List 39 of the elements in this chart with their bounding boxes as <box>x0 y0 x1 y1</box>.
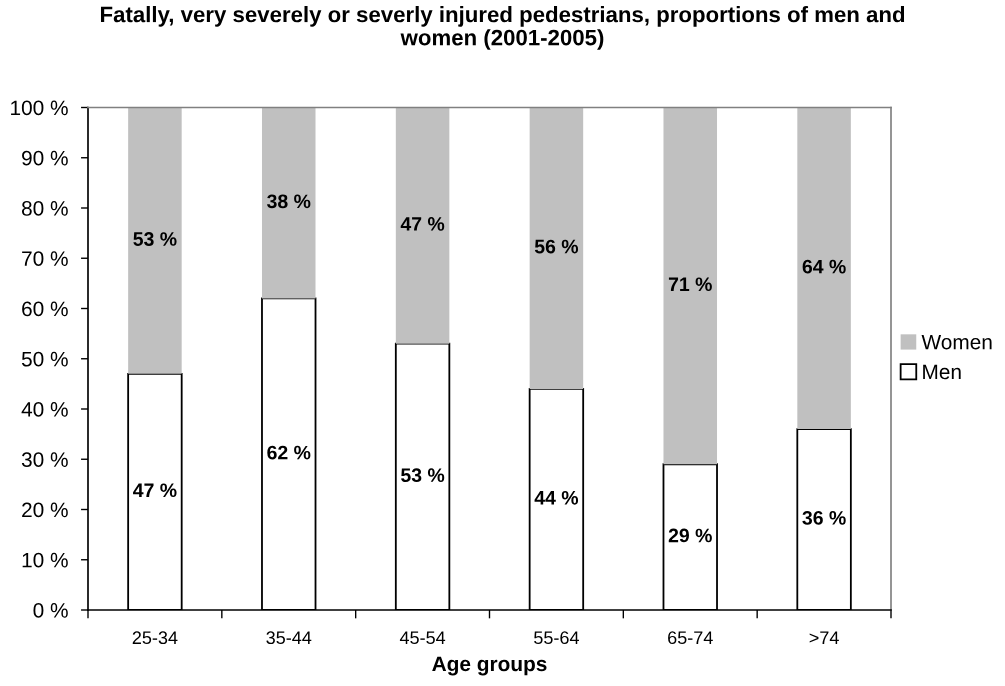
x-tick-label: 55-64 <box>534 631 579 645</box>
bar <box>529 107 584 389</box>
bar <box>797 107 851 430</box>
x-tick-label: >74 <box>809 631 839 644</box>
bar <box>663 107 718 465</box>
y-tick-label: 0 % <box>33 603 68 618</box>
x-tick-label: 25-34 <box>132 631 178 645</box>
legend-label: Men <box>923 364 961 380</box>
data-label: 64 % <box>802 259 846 274</box>
x-tick-label: 35-44 <box>266 631 312 645</box>
y-tick-label: 100 % <box>11 100 68 116</box>
y-tick-label: 80 % <box>21 201 68 216</box>
data-label: 56 % <box>534 239 579 254</box>
y-tick-label: 60 % <box>22 301 68 317</box>
data-label: 47 % <box>400 217 445 231</box>
y-tick-label: 70 % <box>22 251 68 266</box>
data-label: 38 % <box>267 194 311 209</box>
data-label: 29 % <box>668 528 712 543</box>
y-tick-label: 10 % <box>22 552 68 568</box>
data-label: 47 % <box>133 483 177 498</box>
data-label: 62 % <box>267 445 311 460</box>
chart-title: Fatally, very severely or severly injured pedestrians, proportions of men and women (2001-2005) <box>100 6 905 50</box>
y-tick-label: 40 % <box>21 402 68 417</box>
x-tick-label: 65-74 <box>668 631 713 645</box>
y-tick-label: 20 % <box>22 502 68 518</box>
y-tick-label: 30 % <box>21 452 68 467</box>
data-label: 53 % <box>401 468 445 483</box>
data-label: 53 % <box>133 232 177 246</box>
legend-label: Women <box>921 334 992 350</box>
bar <box>395 107 450 344</box>
bar <box>128 107 182 374</box>
data-label: 44 % <box>534 490 579 505</box>
bar <box>261 107 316 299</box>
x-tick-label: 45-54 <box>399 631 446 645</box>
y-tick-label: 50 % <box>21 351 68 367</box>
x-axis-title: Age groups <box>432 656 547 676</box>
data-label: 71 % <box>668 277 712 292</box>
y-tick-label: 90 % <box>22 150 68 166</box>
data-label: 36 % <box>802 511 846 525</box>
